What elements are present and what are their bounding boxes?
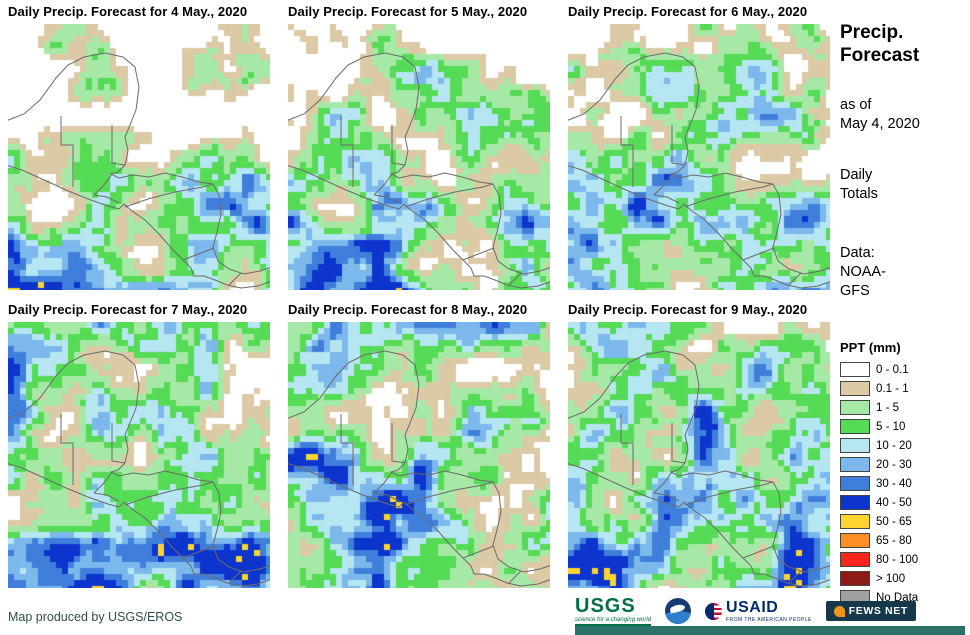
legend-row: 30 - 40 bbox=[840, 474, 960, 493]
precip-map-canvas bbox=[288, 24, 550, 290]
forecast-panel: Daily Precip. Forecast for 5 May., 2020 bbox=[288, 4, 550, 290]
usaid-flag-icon bbox=[705, 602, 723, 620]
forecast-panel: Daily Precip. Forecast for 4 May., 2020 bbox=[8, 4, 270, 290]
fewsnet-logo-text: FEWS NET bbox=[848, 605, 908, 617]
legend-label: 0 - 0.1 bbox=[876, 363, 909, 376]
precip-map bbox=[568, 24, 830, 290]
legend-label: > 100 bbox=[876, 572, 906, 585]
legend-swatch bbox=[840, 419, 870, 434]
legend-list: 0 - 0.1 0.1 - 1 1 - 5 5 - 10 10 - 20 20 … bbox=[840, 360, 960, 607]
legend-row: 5 - 10 bbox=[840, 417, 960, 436]
legend-label: 20 - 30 bbox=[876, 458, 912, 471]
noaa-logo bbox=[665, 598, 692, 624]
legend-row: 0 - 0.1 bbox=[840, 360, 960, 379]
as-of-line1: as of bbox=[840, 97, 872, 113]
legend-row: 80 - 100 bbox=[840, 550, 960, 569]
legend-label: 1 - 5 bbox=[876, 401, 900, 414]
precip-map-canvas bbox=[568, 322, 830, 588]
precip-map bbox=[8, 24, 270, 290]
precip-map bbox=[568, 322, 830, 588]
legend-label: 40 - 50 bbox=[876, 496, 912, 509]
usaid-logo-text: USAID bbox=[726, 598, 779, 616]
source-line3: GFS bbox=[840, 282, 870, 299]
precip-map bbox=[288, 322, 550, 588]
forecast-panel: Daily Precip. Forecast for 7 May., 2020 bbox=[8, 302, 270, 588]
footer-credit: Map produced by USGS/EROS bbox=[8, 610, 183, 624]
legend-row: 50 - 65 bbox=[840, 512, 960, 531]
legend-label: 65 - 80 bbox=[876, 534, 912, 547]
panel-grid: Daily Precip. Forecast for 4 May., 2020 … bbox=[8, 4, 830, 588]
usgs-logo: USGS science for a changing world bbox=[575, 595, 652, 626]
legend-label: 5 - 10 bbox=[876, 420, 906, 433]
legend-label: 30 - 40 bbox=[876, 477, 912, 490]
usgs-tagline: science for a changing world bbox=[575, 617, 652, 626]
legend-row: 40 - 50 bbox=[840, 493, 960, 512]
usaid-tagline: FROM THE AMERICAN PEOPLE bbox=[726, 616, 812, 623]
legend-row: 1 - 5 bbox=[840, 398, 960, 417]
legend-swatch bbox=[840, 381, 870, 396]
footer-logos: USGS science for a changing world USAID … bbox=[575, 596, 916, 626]
panel-title: Daily Precip. Forecast for 6 May., 2020 bbox=[568, 4, 808, 19]
legend-row: 65 - 80 bbox=[840, 531, 960, 550]
legend-swatch bbox=[840, 495, 870, 510]
panel-title: Daily Precip. Forecast for 5 May., 2020 bbox=[288, 4, 528, 19]
panel-title: Daily Precip. Forecast for 9 May., 2020 bbox=[568, 302, 808, 317]
legend-label: 50 - 65 bbox=[876, 515, 912, 528]
totals-line2: Totals bbox=[840, 185, 878, 202]
precip-map bbox=[8, 322, 270, 588]
forecast-panel: Daily Precip. Forecast for 9 May., 2020 bbox=[568, 302, 830, 588]
fewsnet-logo: FEWS NET bbox=[825, 601, 916, 621]
panel-title: Daily Precip. Forecast for 8 May., 2020 bbox=[288, 302, 528, 317]
legend-swatch bbox=[840, 514, 870, 529]
usaid-logo: USAID FROM THE AMERICAN PEOPLE bbox=[705, 598, 812, 623]
panel-title: Daily Precip. Forecast for 7 May., 2020 bbox=[8, 302, 248, 317]
sidebar: Precip. Forecast as of May 4, 2020 Daily… bbox=[840, 0, 966, 635]
data-source: Data: NOAA- GFS bbox=[840, 244, 950, 301]
precip-map-canvas bbox=[288, 322, 550, 588]
totals-label: Daily Totals bbox=[840, 166, 950, 204]
precip-map-canvas bbox=[8, 322, 270, 588]
legend-swatch bbox=[840, 476, 870, 491]
legend-swatch bbox=[840, 438, 870, 453]
legend-swatch bbox=[840, 571, 870, 586]
forecast-panel: Daily Precip. Forecast for 6 May., 2020 bbox=[568, 4, 830, 290]
usgs-logo-text: USGS bbox=[575, 595, 636, 617]
fewsnet-swoosh-icon bbox=[833, 605, 845, 617]
legend-title: PPT (mm) bbox=[840, 340, 901, 355]
legend-swatch bbox=[840, 362, 870, 377]
as-of-date: as of May 4, 2020 bbox=[840, 96, 950, 134]
sidebar-title-line2: Forecast bbox=[840, 44, 920, 66]
sidebar-title-line1: Precip. bbox=[840, 22, 904, 43]
precip-map-canvas bbox=[568, 24, 830, 290]
totals-line1: Daily bbox=[840, 167, 873, 183]
precip-map-canvas bbox=[8, 24, 270, 290]
panel-title: Daily Precip. Forecast for 4 May., 2020 bbox=[8, 4, 248, 19]
legend-row: > 100 bbox=[840, 569, 960, 588]
legend-label: No Data bbox=[876, 591, 919, 604]
legend-swatch bbox=[840, 400, 870, 415]
legend-row: 10 - 20 bbox=[840, 436, 960, 455]
legend-row: 0.1 - 1 bbox=[840, 379, 960, 398]
legend-swatch bbox=[840, 552, 870, 567]
source-line1: Data: bbox=[840, 245, 875, 261]
as-of-line2: May 4, 2020 bbox=[840, 115, 920, 132]
sidebar-title: Precip. Forecast bbox=[840, 22, 950, 68]
legend-label: 80 - 100 bbox=[876, 553, 919, 566]
legend-label: 10 - 20 bbox=[876, 439, 912, 452]
forecast-panel: Daily Precip. Forecast for 8 May., 2020 bbox=[288, 302, 550, 588]
legend-swatch bbox=[840, 457, 870, 472]
legend-label: 0.1 - 1 bbox=[876, 382, 909, 395]
source-line2: NOAA- bbox=[840, 263, 886, 280]
precip-map bbox=[288, 24, 550, 290]
footer-bar bbox=[575, 626, 965, 635]
legend-swatch bbox=[840, 533, 870, 548]
legend-row: 20 - 30 bbox=[840, 455, 960, 474]
